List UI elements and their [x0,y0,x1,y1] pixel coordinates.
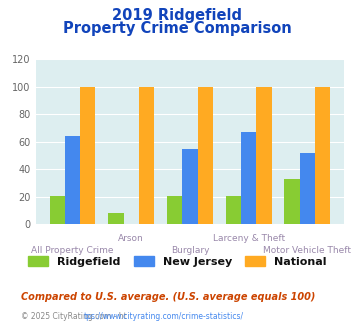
Text: All Property Crime: All Property Crime [31,246,114,255]
Text: 2019 Ridgefield: 2019 Ridgefield [113,8,242,23]
Bar [65,136,80,224]
Text: Larceny & Theft: Larceny & Theft [213,234,285,243]
Bar [139,87,154,224]
Bar [80,87,95,224]
Bar [167,195,182,224]
Bar [50,195,65,224]
Bar [108,214,124,224]
Text: tps://www.cityrating.com/crime-statistics/: tps://www.cityrating.com/crime-statistic… [83,312,244,321]
Text: Motor Vehicle Theft: Motor Vehicle Theft [263,246,351,255]
Bar [300,153,315,224]
Bar [315,87,330,224]
Text: © 2025 CityRating.com - ht: © 2025 CityRating.com - ht [21,312,127,321]
Text: Compared to U.S. average. (U.S. average equals 100): Compared to U.S. average. (U.S. average … [21,292,316,302]
Text: Arson: Arson [118,234,144,243]
Bar [198,87,213,224]
Bar [226,195,241,224]
Text: Burglary: Burglary [171,246,209,255]
Legend: Ridgefield, New Jersey, National: Ridgefield, New Jersey, National [28,256,327,267]
Bar [256,87,272,224]
Bar [182,149,198,224]
Bar [241,132,256,224]
Bar [284,179,300,224]
Text: Property Crime Comparison: Property Crime Comparison [63,21,292,36]
